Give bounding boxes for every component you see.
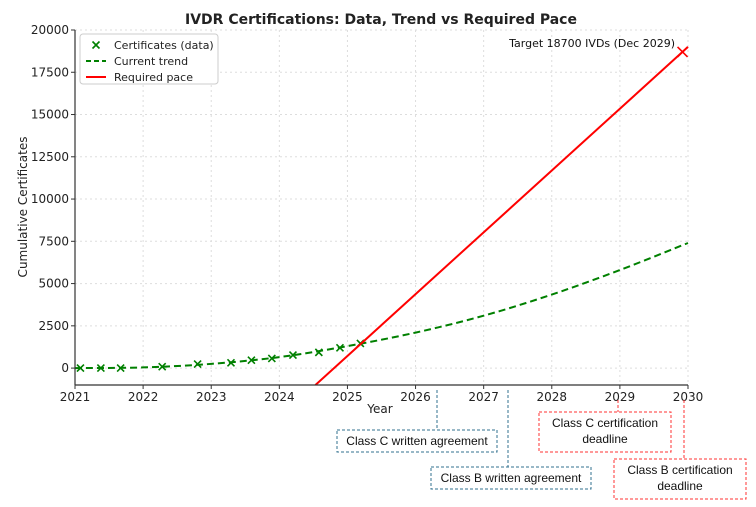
- y-tick-label: 5000: [38, 277, 69, 291]
- data-point-marker: [158, 362, 167, 371]
- annotations: Class C written agreement Class B written…: [336, 390, 747, 500]
- x-tick-label: 2025: [332, 390, 363, 404]
- annotation-text: Class C written agreement: [346, 434, 488, 448]
- axes: 2021 2022 2023 2024 2025 2026 2027 2028 2029 2030…: [31, 23, 703, 404]
- plot-area: [75, 46, 689, 385]
- y-tick-label: 15000: [31, 108, 69, 122]
- legend-box: [79, 33, 219, 85]
- y-axis-label: Cumulative Certificates: [16, 137, 30, 278]
- legend-label: Current trend: [114, 55, 188, 68]
- annotation-text: Class B certification: [627, 463, 732, 477]
- data-point-marker: [267, 354, 276, 363]
- y-tick-label: 20000: [31, 23, 69, 37]
- annotation-box: [538, 411, 672, 453]
- y-tick-label: 12500: [31, 150, 69, 164]
- x-tick-label: 2024: [264, 390, 295, 404]
- annotation-text: Class B written agreement: [441, 471, 582, 485]
- target-marker: [676, 46, 689, 58]
- legend: Certificates (data) Current trend Required…: [79, 33, 219, 85]
- annotation-box: [336, 429, 498, 453]
- x-tick-label: 2029: [605, 390, 636, 404]
- x-axis-label: Year: [366, 402, 392, 416]
- x-tick-label: 2022: [128, 390, 159, 404]
- annotation-box: [613, 458, 747, 500]
- trend-line: [75, 242, 689, 370]
- y-tick-label: 7500: [38, 234, 69, 248]
- y-tick-label: 10000: [31, 192, 69, 206]
- annotation-text: deadline: [582, 432, 628, 446]
- x-tick-label: 2030: [673, 390, 704, 404]
- data-point-marker: [288, 351, 298, 360]
- x-tick-label: 2023: [196, 390, 227, 404]
- legend-label: Certificates (data): [114, 39, 214, 52]
- annotation-text: Class C certification: [552, 416, 658, 430]
- x-tick-label: 2021: [60, 390, 91, 404]
- legend-marker-icon: [91, 40, 101, 50]
- target-label: Target 18700 IVDs (Dec 2029): [508, 37, 675, 50]
- required-pace-line: [314, 46, 689, 385]
- legend-label: Required pace: [114, 71, 193, 84]
- y-tick-label: 0: [61, 361, 69, 375]
- annotation-box: [430, 466, 592, 490]
- y-tick-label: 2500: [38, 319, 69, 333]
- annotation-text: deadline: [657, 479, 703, 493]
- chart-title: IVDR Certifications: Data, Trend vs Requ…: [185, 12, 577, 28]
- x-tick-label: 2028: [537, 390, 568, 404]
- x-tick-label: 2027: [468, 390, 499, 404]
- y-tick-label: 17500: [31, 65, 69, 79]
- x-tick-label: 2026: [400, 390, 431, 404]
